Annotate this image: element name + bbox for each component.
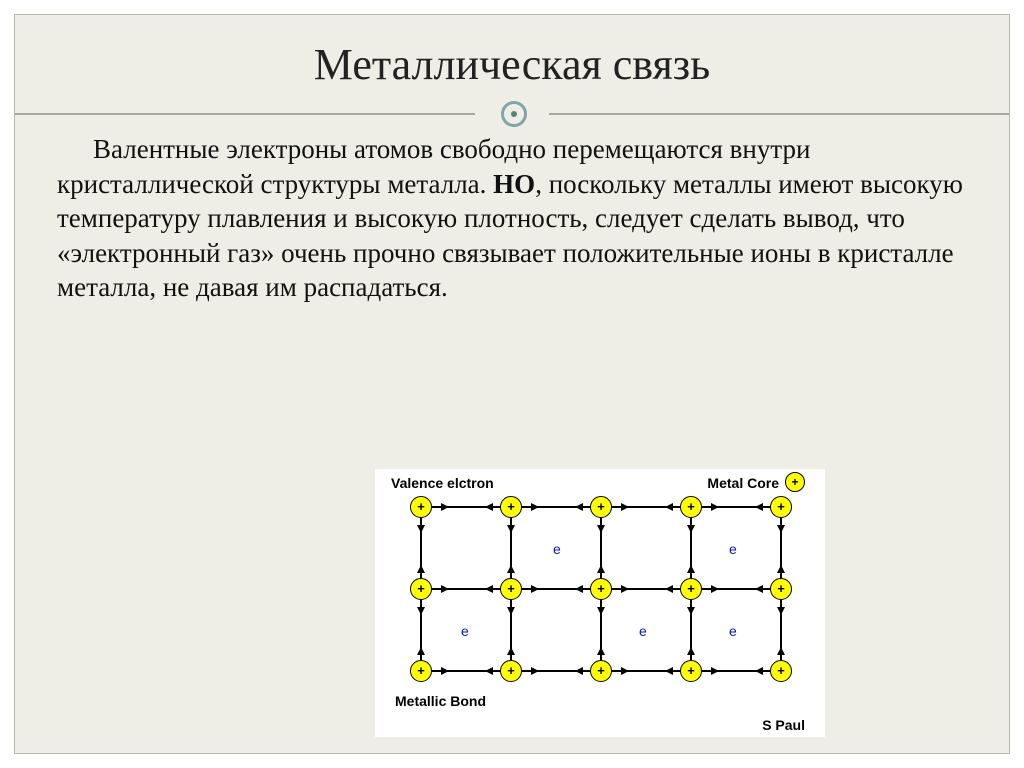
metal-core-icon (680, 660, 702, 682)
ornament-circle-icon (501, 101, 527, 127)
arrow-icon (687, 525, 695, 533)
electron-label: e (639, 623, 647, 639)
arrow-icon (597, 607, 605, 615)
metal-core-icon (500, 496, 522, 518)
ornament-line-left (15, 113, 475, 115)
arrow-icon (711, 503, 719, 511)
metallic-bond-diagram: Valence elctron Metal Core + (375, 469, 825, 737)
metal-core-icon (680, 578, 702, 600)
arrow-icon (417, 647, 425, 655)
slide-frame: Металлическая связь Валентные электроны … (14, 14, 1010, 754)
body-bold: НО (493, 169, 535, 199)
arrow-icon (665, 503, 673, 511)
metal-core-icon (410, 578, 432, 600)
metal-core-icon (770, 660, 792, 682)
arrow-icon (755, 667, 763, 675)
arrow-icon (575, 585, 583, 593)
label-author: S Paul (762, 717, 805, 733)
arrow-icon (777, 525, 785, 533)
arrow-icon (507, 565, 515, 573)
metal-core-icon (410, 496, 432, 518)
metal-core-icon (770, 496, 792, 518)
electron-label: e (553, 541, 561, 557)
arrow-icon (507, 607, 515, 615)
slide-title: Металлическая связь (15, 39, 1009, 90)
arrow-icon (621, 667, 629, 675)
arrow-icon (441, 503, 449, 511)
arrow-icon (597, 565, 605, 573)
arrow-icon (687, 647, 695, 655)
arrow-icon (575, 503, 583, 511)
arrow-icon (441, 585, 449, 593)
arrow-icon (597, 525, 605, 533)
arrow-icon (687, 607, 695, 615)
arrow-icon (711, 667, 719, 675)
arrow-icon (507, 647, 515, 655)
arrow-icon (485, 503, 493, 511)
arrow-icon (621, 585, 629, 593)
arrow-icon (441, 667, 449, 675)
electron-label: e (461, 623, 469, 639)
arrow-icon (417, 525, 425, 533)
lattice-grid: e e e e e (413, 499, 787, 679)
arrow-icon (417, 565, 425, 573)
arrow-icon (665, 585, 673, 593)
metal-core-icon (410, 660, 432, 682)
title-area: Металлическая связь (15, 15, 1009, 90)
arrow-icon (531, 667, 539, 675)
arrow-icon (417, 607, 425, 615)
arrow-icon (665, 667, 673, 675)
metal-core-icon (590, 660, 612, 682)
arrow-icon (621, 503, 629, 511)
arrow-icon (507, 525, 515, 533)
label-metal-core: Metal Core (707, 475, 779, 491)
electron-label: e (729, 623, 737, 639)
arrow-icon (755, 503, 763, 511)
arrow-icon (755, 585, 763, 593)
arrow-icon (575, 667, 583, 675)
arrow-icon (687, 565, 695, 573)
arrow-icon (485, 667, 493, 675)
electron-label: e (729, 541, 737, 557)
arrow-icon (531, 503, 539, 511)
ornament-line-right (549, 113, 1009, 115)
metal-core-icon (500, 660, 522, 682)
arrow-icon (777, 647, 785, 655)
metal-core-icon (590, 578, 612, 600)
metal-core-icon (590, 496, 612, 518)
metal-core-icon (680, 496, 702, 518)
metal-core-icon (770, 578, 792, 600)
legend-core-icon: + (785, 472, 805, 492)
arrow-icon (531, 585, 539, 593)
arrow-icon (485, 585, 493, 593)
label-metallic-bond: Metallic Bond (395, 693, 486, 709)
arrow-icon (777, 565, 785, 573)
arrow-icon (777, 607, 785, 615)
label-valence-electron: Valence elctron (391, 475, 494, 491)
metal-core-icon (500, 578, 522, 600)
arrow-icon (597, 647, 605, 655)
arrow-icon (711, 585, 719, 593)
